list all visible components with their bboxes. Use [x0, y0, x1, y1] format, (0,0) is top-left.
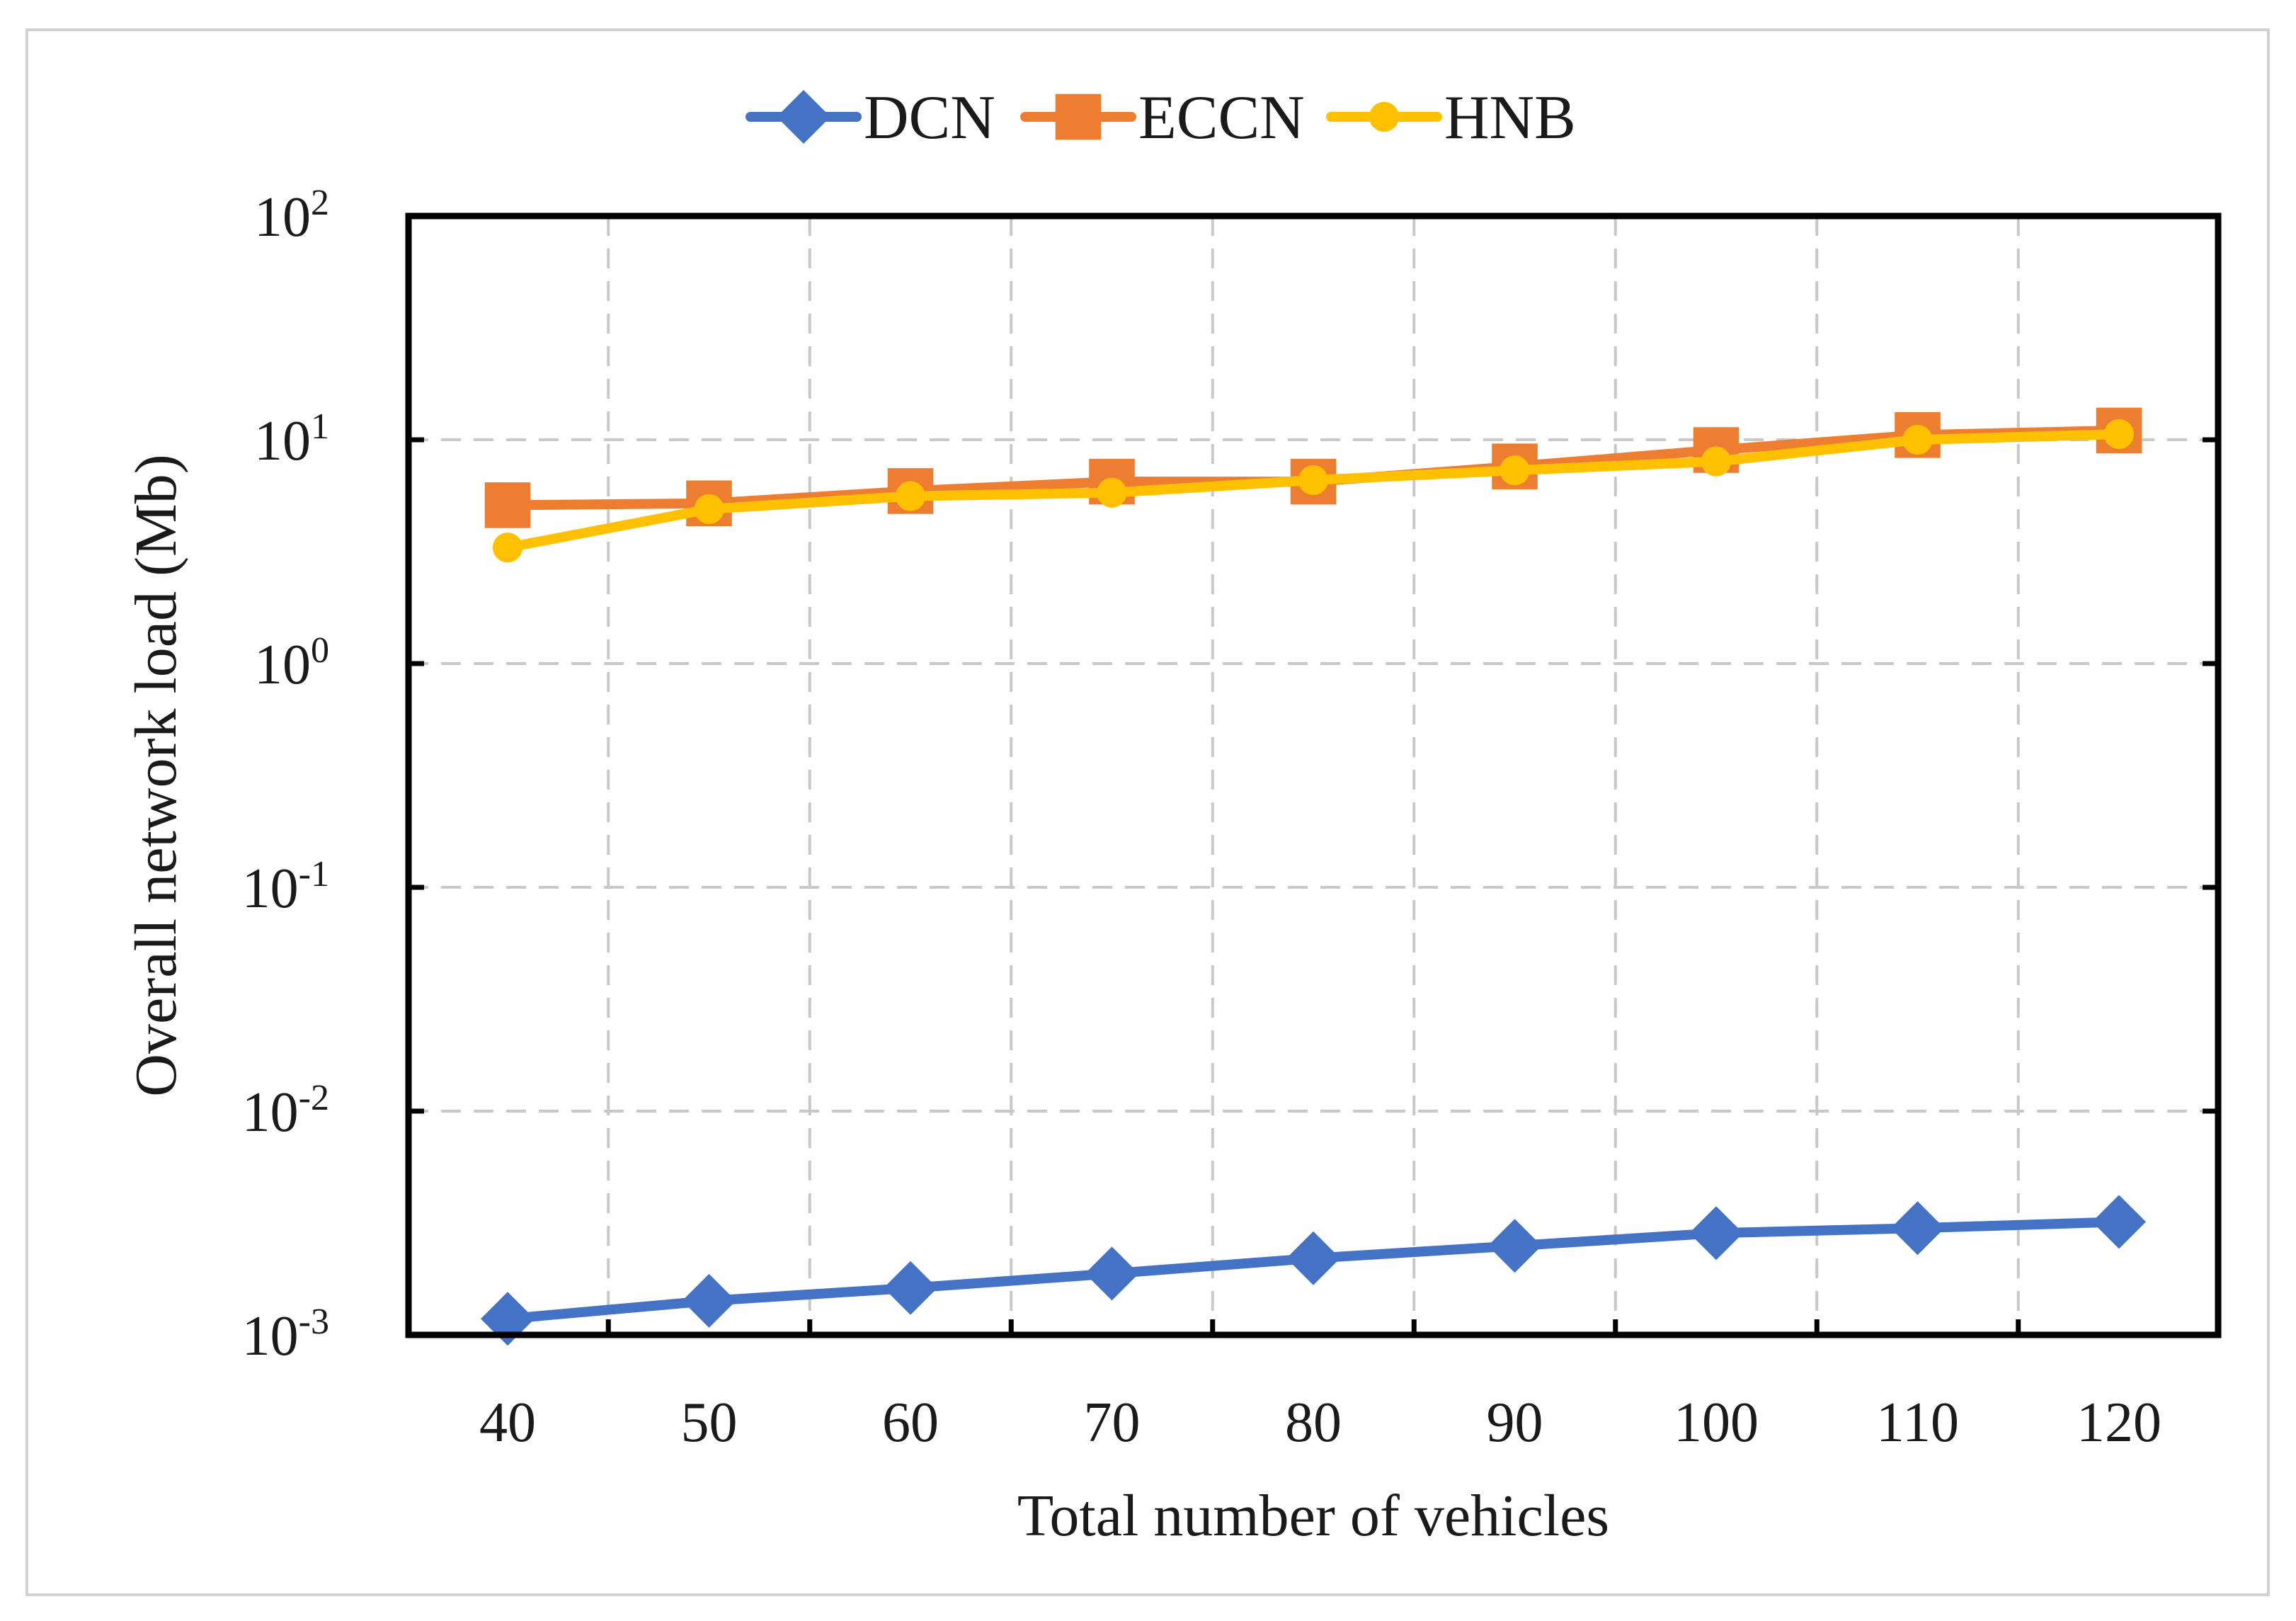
x-tick-label: 70 — [1084, 1392, 1141, 1454]
y-tick-label: 102 — [254, 183, 329, 249]
y-tick-label: 100 — [254, 630, 329, 696]
x-tick-label: 40 — [479, 1392, 536, 1454]
plot-frame — [405, 212, 2222, 1338]
y-axis-title: Overall network load (Mb) — [123, 454, 189, 1096]
data-point-hnb — [1298, 465, 1329, 496]
x-tick-label: 80 — [1285, 1392, 1342, 1454]
data-point-hnb — [895, 481, 926, 511]
data-point-hnb — [492, 533, 523, 563]
data-point-hnb — [1097, 477, 1127, 508]
legend-item-eccn: ECCN — [1020, 84, 1305, 152]
data-point-dcn — [1487, 1219, 1542, 1273]
tick-layer: 102 101 100 10-1 10-2 10-3 40 50 60 70 80 90 100 110 1… — [242, 183, 2218, 1454]
data-point-eccn — [484, 482, 531, 528]
data-point-dcn — [884, 1261, 937, 1315]
data-point-dcn — [1085, 1246, 1139, 1301]
legend-marker-eccn — [1055, 93, 1102, 140]
data-point-dcn — [1286, 1231, 1340, 1285]
legend-item-dcn: DCN — [746, 84, 995, 152]
data-point-hnb — [2103, 419, 2135, 450]
series-layer — [481, 407, 2146, 1346]
y-tick-label: 10-3 — [242, 1302, 329, 1367]
x-tick-label: 90 — [1487, 1392, 1543, 1454]
legend: DCN ECCN HNB — [746, 84, 1576, 152]
legend-marker-hnb — [1369, 101, 1400, 132]
x-axis-title: Total number of vehicles — [1017, 1483, 1609, 1549]
x-tick-label: 100 — [1674, 1392, 1759, 1454]
legend-item-hnb: HNB — [1326, 84, 1576, 152]
data-point-dcn — [1689, 1206, 1743, 1261]
y-tick-label: 101 — [254, 406, 329, 472]
data-point-hnb — [1902, 424, 1933, 455]
series-hnb — [492, 419, 2135, 563]
x-tick-label: 110 — [1876, 1392, 1959, 1454]
x-tick-label: 120 — [2077, 1392, 2161, 1454]
x-tick-label: 50 — [681, 1392, 738, 1454]
x-tick-label: 60 — [882, 1392, 939, 1454]
legend-label-hnb: HNB — [1444, 84, 1576, 152]
y-tick-label: 10-2 — [242, 1078, 329, 1144]
legend-label-eccn: ECCN — [1138, 84, 1305, 152]
figure-border — [25, 28, 2270, 1596]
data-point-hnb — [1500, 455, 1530, 486]
data-point-dcn — [682, 1273, 736, 1328]
data-point-hnb — [1701, 446, 1732, 477]
y-tick-label: 10-1 — [242, 854, 329, 920]
data-point-dcn — [1890, 1201, 1945, 1256]
legend-marker-dcn — [777, 90, 830, 144]
legend-label-dcn: DCN — [864, 84, 995, 152]
series-dcn — [481, 1195, 2146, 1346]
data-point-hnb — [694, 494, 724, 524]
data-point-dcn — [2092, 1195, 2146, 1249]
